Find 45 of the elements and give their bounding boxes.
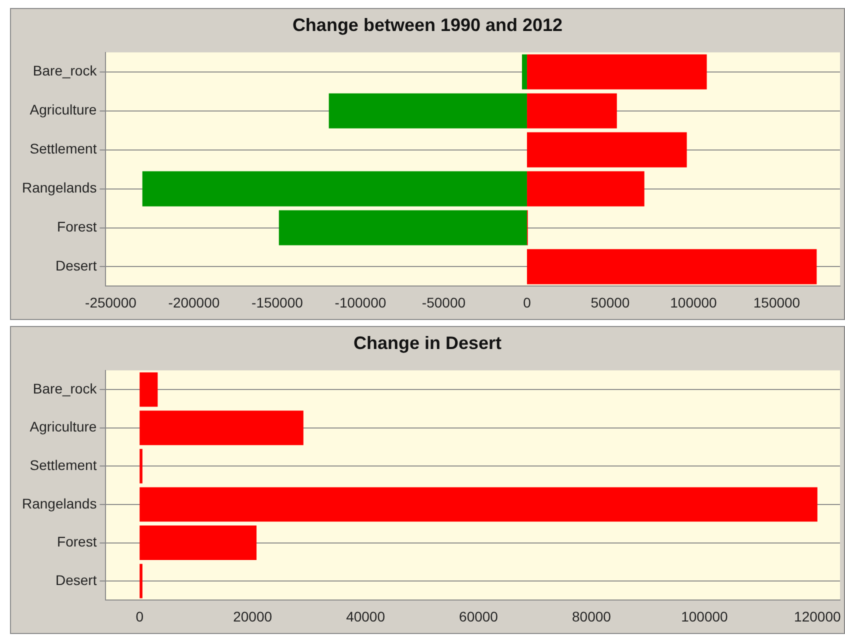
bar bbox=[328, 93, 527, 128]
y-tick-label: Settlement bbox=[30, 457, 97, 474]
bar bbox=[140, 526, 257, 560]
y-tick-label: Agriculture bbox=[30, 418, 97, 435]
x-tick-label: 80000 bbox=[572, 608, 612, 624]
bar bbox=[140, 372, 158, 407]
bar bbox=[522, 54, 527, 90]
x-tick-label: -200000 bbox=[168, 294, 220, 310]
x-tick-label: 100000 bbox=[670, 294, 718, 310]
chart-title: Change in Desert bbox=[352, 332, 503, 355]
y-tick-label: Desert bbox=[55, 572, 97, 588]
x-tick-label: 0 bbox=[523, 294, 532, 310]
y-tick-label: Rangelands bbox=[22, 180, 97, 196]
y-tick-label: Rangelands bbox=[22, 495, 97, 512]
bar bbox=[140, 410, 304, 446]
bar bbox=[140, 487, 818, 522]
bar bbox=[142, 171, 527, 206]
x-tick-label: 60000 bbox=[459, 608, 498, 624]
x-tick-label: -100000 bbox=[334, 294, 386, 310]
x-tick-label: 100000 bbox=[681, 608, 728, 624]
bar bbox=[526, 249, 817, 284]
x-tick-label: 20000 bbox=[233, 608, 272, 624]
x-tick-label: -50000 bbox=[422, 294, 466, 310]
y-tick-label: Settlement bbox=[30, 140, 97, 157]
x-tick-label: -150000 bbox=[252, 294, 304, 310]
bar bbox=[526, 132, 687, 168]
y-tick-label: Desert bbox=[55, 258, 97, 274]
bar bbox=[526, 171, 644, 206]
x-tick-label: 150000 bbox=[753, 294, 800, 310]
x-tick-label: -250000 bbox=[85, 294, 137, 310]
y-tick-label: Forest bbox=[57, 534, 97, 550]
x-tick-label: 40000 bbox=[346, 608, 386, 624]
bar bbox=[278, 210, 527, 246]
y-tick-label: Forest bbox=[57, 218, 97, 235]
y-tick-label: Bare_rock bbox=[32, 62, 98, 79]
bar bbox=[140, 448, 142, 484]
x-tick-label: 50000 bbox=[590, 294, 630, 310]
x-tick-label: 120000 bbox=[794, 608, 841, 624]
y-tick-label: Bare_rock bbox=[32, 380, 98, 396]
y-tick-label: Agriculture bbox=[30, 102, 97, 118]
chart-title: Change between 1990 and 2012 bbox=[291, 14, 564, 37]
x-tick-label: 0 bbox=[136, 608, 144, 624]
bar bbox=[526, 93, 617, 128]
bar bbox=[526, 54, 707, 90]
bar bbox=[140, 564, 142, 598]
